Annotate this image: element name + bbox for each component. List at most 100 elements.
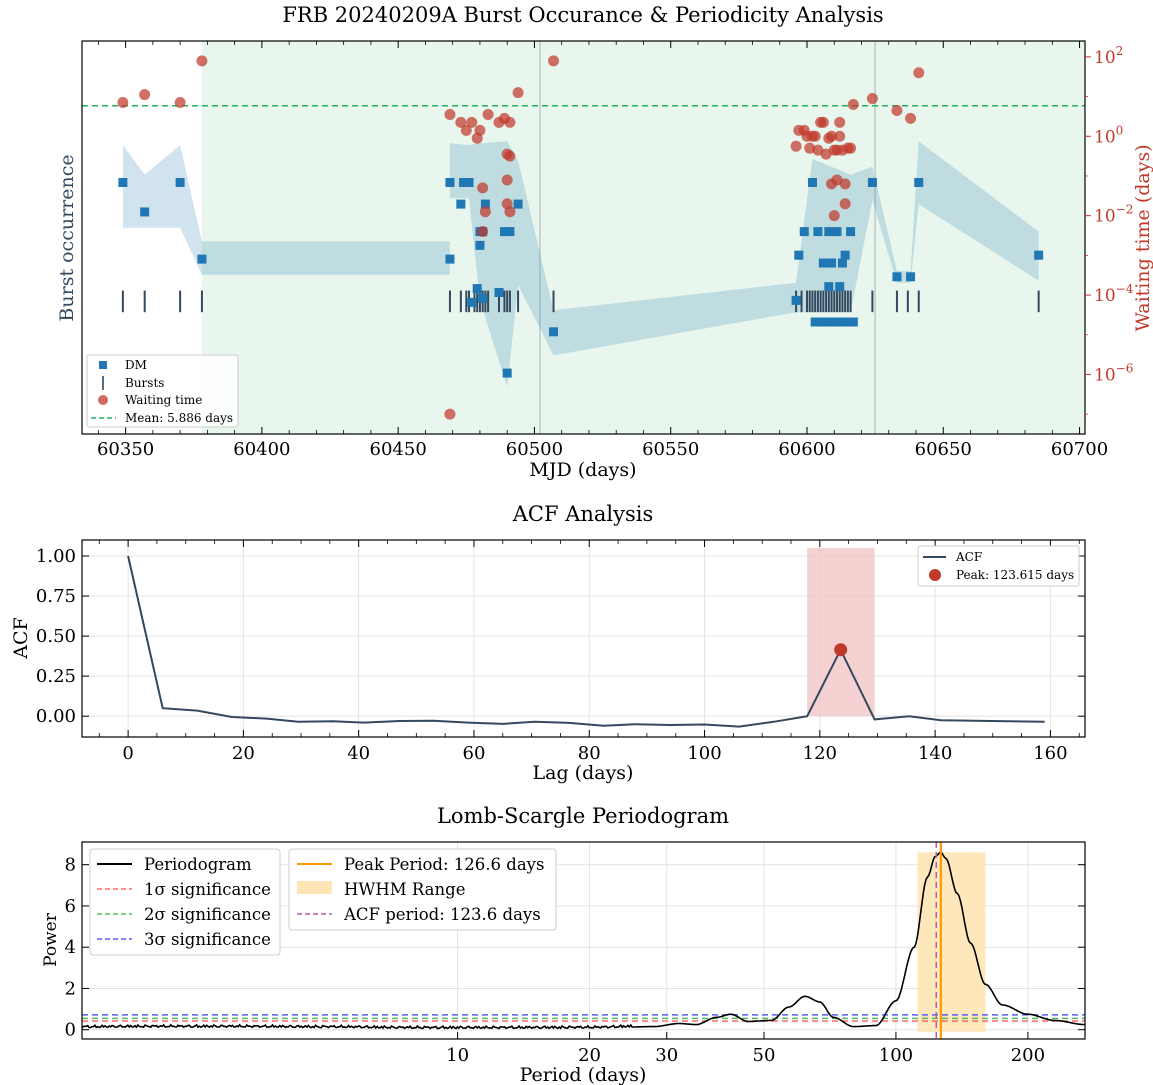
burst-panel-title: FRB 20240209A Burst Occurance & Periodic… [282,3,883,27]
burst-panel: FRB 20240209A Burst Occurance & Periodic… [56,3,1153,481]
dm-point [840,250,850,260]
legend-sig2-label: 2σ significance [144,905,271,924]
legend-sig3-label: 3σ significance [144,930,271,949]
x-tick-label: 20 [232,743,255,764]
burst-panel-xlabel: MJD (days) [529,459,636,481]
waiting-time-point [479,206,491,218]
dm-point [843,317,853,327]
x-tick-label: 140 [918,743,952,764]
y-tick-label: 6 [65,896,76,917]
dm-point [914,177,924,187]
dm-point [816,317,826,327]
y-tick-label: 0.00 [36,706,76,727]
waiting-time-point [482,108,494,120]
dm-point [549,327,559,337]
periodogram-legend-left: Periodogram 1σ significance 2σ significa… [89,848,281,956]
waiting-time-point [812,144,824,156]
acf-panel-title: ACF Analysis [512,502,654,526]
legend-dm-label: DM [125,358,147,372]
x-tick-label: 50 [753,1045,776,1066]
dm-point [472,284,482,294]
x-tick-label: 60550 [642,439,699,460]
waiting-time-point [866,93,878,105]
waiting-time-point [847,99,859,111]
burst-panel-ylabel-left: Burst occurrence [56,154,78,321]
right-y-tick-label: 10−4 [1094,282,1134,306]
dm-point [818,258,828,268]
waiting-time-point [504,206,516,218]
x-tick-label: 200 [1011,1045,1045,1066]
waiting-time-point [504,150,516,162]
burst-panel-ticks: 60350 60400 60450 60500 60550 60600 60650 60700… [97,41,1134,460]
dm-point [848,317,858,327]
waiting-time-point [444,408,456,420]
periodogram-legend-right: Peak Period: 126.6 days HWHM Range ACF p… [288,848,557,931]
dm-point [832,227,842,237]
waiting-time-point [139,89,151,101]
waiting-time-point [839,198,851,210]
dm-point [824,227,834,237]
legend-peak-period-label: Peak Period: 126.6 days [344,855,544,874]
dm-point [810,317,820,327]
dm-point [478,293,488,303]
dm-point [892,272,902,282]
legend-peak-marker [929,569,941,581]
dm-point [499,227,509,237]
dm-point [175,177,185,187]
waiting-time-point [845,142,857,154]
dm-point [197,254,207,264]
acf-panel-ylabel: ACF [10,617,32,659]
dm-point [505,227,515,237]
waiting-time-point [817,116,829,128]
x-tick-label: 20 [578,1045,601,1066]
waiting-time-point [477,182,489,194]
waiting-time-point [834,130,846,142]
waiting-time-point [913,67,925,79]
waiting-time-point [831,174,843,186]
legend-sig1-label: 1σ significance [144,880,271,899]
x-tick-label: 60450 [370,439,427,460]
waiting-time-point [548,55,560,67]
x-tick-label: 60 [463,743,486,764]
waiting-time-point [444,108,456,120]
x-tick-label: 40 [347,743,370,764]
dm-point [445,254,455,264]
y-tick-label: 0 [65,1020,76,1041]
dm-point [867,177,877,187]
right-y-tick-label: 102 [1094,44,1123,68]
dm-point [829,317,839,327]
right-y-tick-label: 10−6 [1094,361,1133,385]
legend-acf-period-label: ACF period: 123.6 days [343,905,541,924]
y-tick-label: 1.00 [36,546,76,567]
y-tick-label: 4 [65,937,76,958]
dm-point [906,272,916,282]
x-tick-label: 60400 [233,439,290,460]
waiting-time-point [474,124,486,136]
legend-hwhm-marker [297,881,332,894]
x-tick-label: 160 [1033,743,1067,764]
burst-panel-plot-area [201,41,1085,434]
burst-panel-ylabel-right: Waiting time (days) [1132,144,1153,331]
y-tick-label: 0.25 [36,666,76,687]
right-y-tick-label: 100 [1094,123,1123,147]
waiting-time-point [790,140,802,152]
periodogram-panel-xlabel: Period (days) [520,1064,647,1085]
periodogram-panel-ylabel: Power [41,912,61,967]
x-tick-label: 60650 [915,439,972,460]
waiting-time-point [174,97,186,109]
waiting-time-point [455,116,467,128]
legend-box [86,354,239,428]
waiting-time-point [826,130,838,142]
acf-panel-legend: ACF Peak: 123.615 days [917,545,1080,587]
x-tick-label: 80 [578,743,601,764]
dm-point [835,282,845,292]
x-tick-label: 100 [687,743,721,764]
waiting-time-point [828,210,840,222]
dm-point [140,207,150,217]
waiting-time-point [504,116,516,128]
waiting-time-point [477,226,489,238]
dm-point [456,199,466,209]
waiting-time-point [512,87,524,99]
waiting-time-point [891,104,903,116]
dm-point [821,317,831,327]
